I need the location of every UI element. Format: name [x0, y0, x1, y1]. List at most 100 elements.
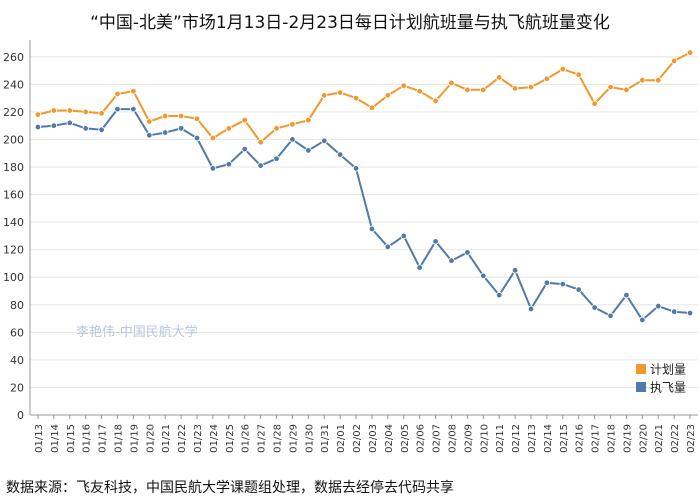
series-line	[37, 51, 691, 144]
data-point	[257, 138, 264, 146]
x-tick-label: 02/04	[384, 424, 395, 453]
watermark-text: 李艳伟-中国民航大学	[76, 324, 198, 340]
data-point	[670, 57, 678, 65]
y-tick-label: 80	[10, 299, 24, 312]
y-tick-label: 180	[3, 161, 24, 174]
x-tick-label: 02/06	[416, 424, 427, 453]
data-point	[34, 111, 42, 118]
data-point	[686, 309, 694, 317]
data-point	[464, 249, 471, 256]
x-tick-label: 01/29	[288, 424, 299, 453]
data-point	[480, 272, 487, 280]
data-point	[527, 305, 535, 313]
data-point	[34, 123, 42, 131]
data-point	[82, 125, 89, 132]
x-tick-label: 02/16	[575, 424, 586, 453]
x-tick-label: 02/18	[607, 424, 618, 453]
data-point	[177, 112, 185, 120]
x-tick-label: 02/22	[670, 424, 681, 453]
x-tick-label: 02/07	[432, 424, 443, 453]
x-tick-label: 01/30	[304, 424, 315, 453]
x-tick-label: 02/17	[591, 424, 602, 453]
x-tick-label: 02/19	[622, 424, 633, 453]
y-tick-label: 0	[17, 409, 24, 422]
x-tick-label: 01/20	[145, 424, 156, 453]
x-tick-label: 02/20	[638, 424, 649, 453]
data-point	[591, 304, 598, 311]
data-point	[98, 126, 105, 133]
y-tick-label: 160	[3, 189, 24, 202]
data-point	[177, 125, 185, 132]
data-point	[448, 79, 455, 87]
data-point	[146, 118, 153, 125]
data-point	[368, 225, 376, 233]
data-point	[352, 165, 360, 172]
data-point	[352, 94, 360, 102]
data-point	[511, 85, 519, 92]
x-tick-label: 01/31	[320, 424, 331, 453]
x-tick-label: 02/03	[368, 424, 379, 453]
y-tick-label: 200	[3, 133, 24, 146]
legend-label: 计划量	[650, 363, 686, 377]
data-point	[82, 108, 89, 116]
y-tick-label: 20	[10, 381, 24, 394]
data-point	[368, 104, 376, 111]
x-tick-label: 02/13	[527, 424, 538, 453]
y-tick-label: 240	[3, 78, 24, 91]
data-point	[289, 121, 296, 128]
x-tick-label: 01/27	[257, 424, 268, 453]
data-point	[289, 136, 296, 143]
data-point	[336, 151, 344, 158]
y-tick-label: 100	[3, 271, 24, 284]
data-point	[639, 316, 646, 324]
x-tick-label: 01/19	[129, 424, 140, 453]
source-note: 数据来源：飞友科技，中国民航大学课题组处理，数据去经停去代码共享	[6, 480, 454, 496]
x-tick-label: 02/08	[447, 424, 458, 453]
data-point	[400, 232, 407, 240]
x-tick-label: 01/15	[66, 424, 77, 453]
data-point	[543, 75, 551, 83]
y-tick-label: 40	[10, 354, 24, 367]
x-tick-label: 01/21	[161, 424, 172, 453]
x-tick-label: 01/25	[225, 424, 236, 453]
x-tick-label: 01/22	[177, 424, 188, 453]
x-tick-label: 01/28	[273, 424, 284, 453]
data-point	[321, 92, 328, 99]
x-tick-label: 02/12	[511, 424, 522, 453]
data-point	[193, 134, 201, 142]
x-tick-label: 01/17	[98, 424, 109, 453]
data-point	[193, 115, 201, 122]
x-tick-label: 02/09	[463, 424, 474, 453]
x-tick-label: 01/18	[113, 424, 124, 453]
data-point	[543, 279, 551, 286]
data-point	[241, 116, 248, 124]
data-point	[50, 122, 58, 129]
data-point	[305, 147, 312, 154]
x-tick-label: 02/23	[686, 424, 697, 453]
data-point	[670, 308, 678, 315]
x-tick-label: 02/14	[543, 424, 554, 453]
gridlines	[30, 56, 698, 388]
x-tick-label: 01/13	[34, 424, 45, 453]
data-point	[305, 116, 312, 124]
data-point	[225, 161, 233, 168]
data-point	[273, 155, 280, 162]
data-point	[495, 74, 503, 81]
data-point	[480, 86, 487, 94]
data-point	[448, 257, 455, 264]
chart-title: “中国-北美”市场1月13日-2月23日每日计划航班量与执飞航班量变化	[90, 13, 610, 33]
x-tick-label: 01/26	[241, 424, 252, 453]
data-point	[655, 76, 662, 84]
data-point	[559, 65, 567, 73]
data-point	[384, 243, 392, 251]
data-point	[336, 89, 344, 96]
data-point	[607, 312, 614, 319]
data-point	[495, 291, 503, 299]
y-tick-label: 260	[3, 51, 24, 64]
data-point	[161, 129, 169, 136]
y-tick-label: 60	[10, 326, 24, 339]
data-point	[114, 105, 121, 113]
x-tick-label: 01/16	[82, 424, 93, 453]
